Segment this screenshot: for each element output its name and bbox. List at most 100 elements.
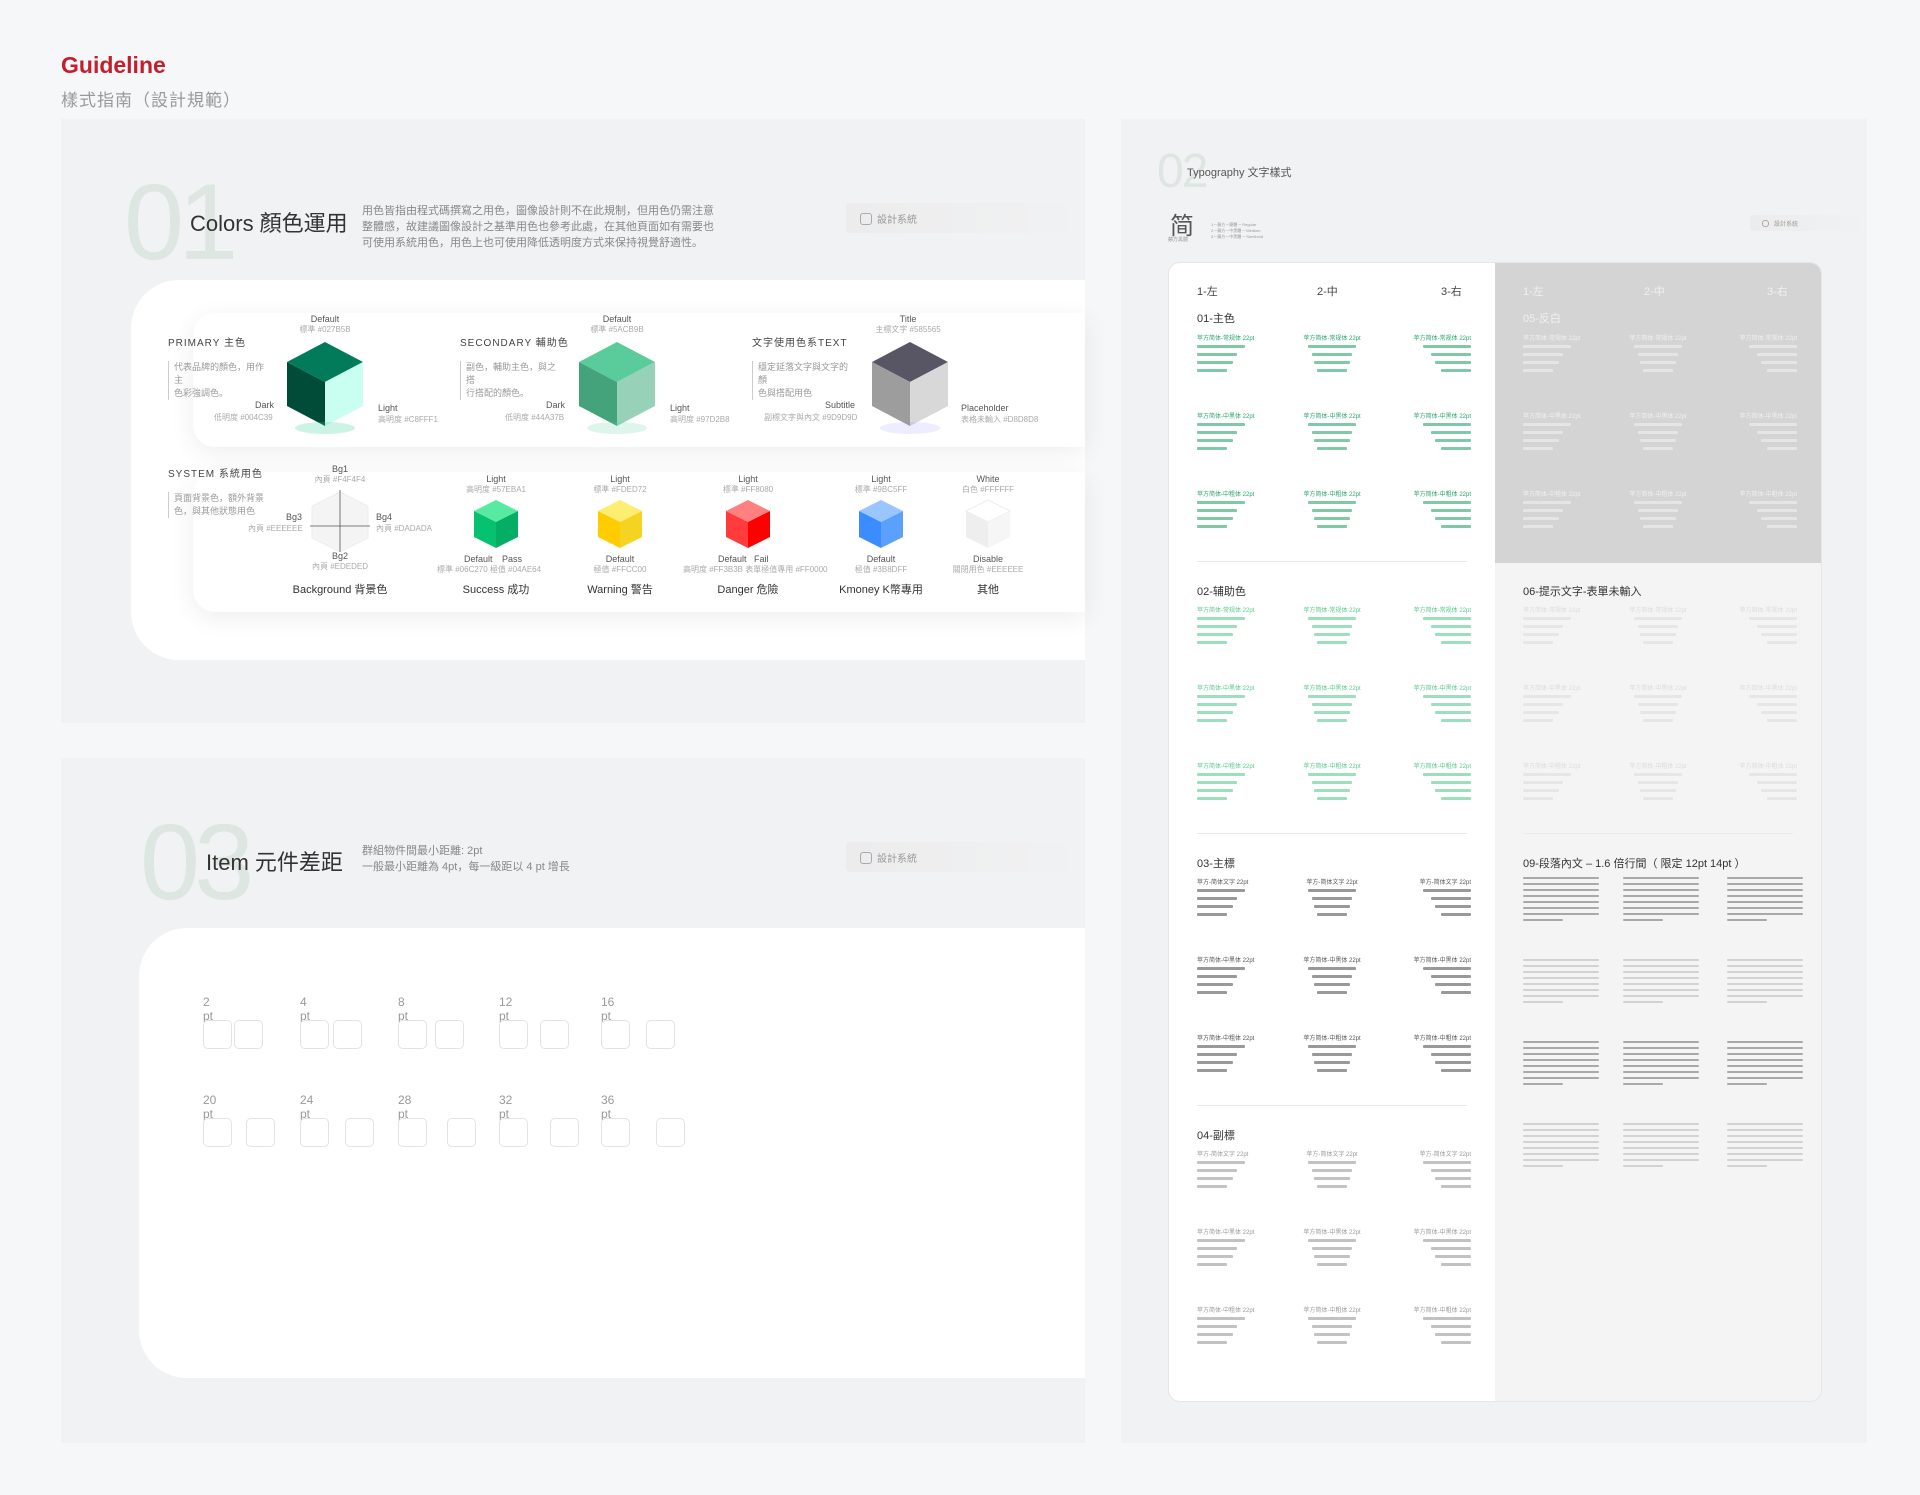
type-sample: 苹方简体-中黑体 22pt — [1197, 411, 1267, 455]
type-sample: 苹方简体-中黑体 22pt — [1297, 411, 1367, 455]
type-sample-line — [1767, 719, 1797, 722]
type-sample-line — [1435, 789, 1471, 792]
success-light-label: Light 高明度 #57EBA1 — [465, 474, 527, 494]
type-sample: 苹方简体-中粗体 22pt — [1197, 1033, 1267, 1077]
paragraph-line — [1727, 1041, 1803, 1043]
type-sample-line — [1523, 633, 1559, 636]
paragraph-line — [1623, 877, 1699, 879]
type-sample-line — [1197, 991, 1227, 994]
type-sample-heading: 苹方-简体文字 22pt — [1419, 880, 1471, 886]
type-sample-line — [1197, 633, 1233, 636]
type-sample: 苹方简体-中黑体 22pt — [1401, 955, 1471, 999]
type-sample-heading: 苹方简体-中粗体 22pt — [1629, 492, 1687, 498]
type-sample-line — [1523, 781, 1563, 784]
paragraph-line — [1623, 1059, 1699, 1061]
type-sample-line — [1314, 711, 1350, 714]
other-white-label: White 白色 #FFFFFF — [962, 474, 1014, 494]
type-sample-line — [1312, 625, 1352, 628]
type-sample: 苹方简体-中黑体 22pt — [1623, 683, 1693, 727]
type-sample-line — [1435, 1061, 1471, 1064]
paragraph-line — [1623, 913, 1699, 915]
type-sample-line — [1749, 345, 1797, 348]
paragraph-line — [1623, 965, 1699, 967]
type-sample-heading: 苹方简体-中粗体 22pt — [1197, 764, 1255, 770]
type-sample-line — [1643, 525, 1673, 528]
type-sample-line — [1757, 509, 1797, 512]
type-sample-line — [1308, 967, 1356, 970]
type-sample-heading: 苹方简体-中黑体 22pt — [1197, 414, 1255, 420]
spacing-label: 16 pt — [601, 995, 615, 1023]
type-sample-line — [1197, 711, 1233, 714]
type-sample-line — [1638, 353, 1678, 356]
spacing-label: 36 pt — [601, 1093, 615, 1121]
type-sample-line — [1308, 1239, 1356, 1242]
type-sample-line — [1197, 975, 1237, 978]
paragraph-line — [1523, 1135, 1599, 1137]
type-sample: 苹方简体-中黑体 22pt — [1197, 683, 1267, 727]
type-sample-heading: 苹方简体-中黑体 22pt — [1303, 414, 1361, 420]
type-sample-heading: 苹方简体-中黑体 22pt — [1197, 686, 1255, 692]
primary-default-label: Default 標準 #027B5B — [299, 314, 351, 334]
type-sample-heading: 苹方简体-中粗体 22pt — [1413, 764, 1471, 770]
divider — [1197, 833, 1467, 834]
type-sample-line — [1435, 361, 1471, 364]
type-sample-line — [1523, 501, 1571, 504]
success-codes: 標準 #06C270 極值 #04AE64 — [437, 565, 542, 574]
type-sample-heading: 苹方简体-中粗体 22pt — [1739, 492, 1797, 498]
spacing-label: 12 pt — [499, 995, 513, 1023]
type-sample-line — [1197, 695, 1245, 698]
bg4-code: 內頁 #DADADA — [376, 524, 433, 533]
type-sample-line — [1308, 773, 1356, 776]
paragraph-line — [1523, 971, 1599, 973]
spacing-box — [435, 1020, 464, 1049]
paragraph-line — [1623, 971, 1699, 973]
type-sample-heading: 苹方简体-中黑体 22pt — [1629, 686, 1687, 692]
type-sample-heading: 苹方简体-常规体 22pt — [1303, 336, 1361, 342]
type-sample-line — [1197, 1169, 1237, 1172]
text-placeholder-label: Placeholder — [961, 403, 1009, 413]
primary-label: PRIMARY 主色 — [168, 338, 246, 349]
type-sample-line — [1423, 695, 1471, 698]
type-sample: 苹方简体-中黑体 22pt — [1297, 955, 1367, 999]
design-system-tag[interactable]: 設計系統 — [1762, 219, 1798, 228]
type-sample-line — [1634, 345, 1682, 348]
type-sample-line — [1197, 345, 1245, 348]
paragraph-line — [1523, 983, 1599, 985]
paragraph-line — [1623, 1047, 1699, 1049]
danger-fail-label: Fail — [754, 554, 769, 564]
type-sample-line — [1431, 1053, 1471, 1056]
type-sample-line — [1423, 1239, 1471, 1242]
bg3-code: 內頁 #EEEEEE — [248, 524, 303, 533]
type-sample-line — [1312, 509, 1352, 512]
primary-description: 代表品牌的顏色，用作主 色彩強調色。 — [168, 361, 268, 400]
paragraph-sample — [1623, 959, 1699, 1007]
design-system-tag[interactable]: 設計系統 — [860, 850, 917, 865]
type-sample-line — [1317, 797, 1347, 800]
type-sample-line — [1312, 781, 1352, 784]
success-title: Success 成功 — [462, 584, 530, 596]
spacing-box — [398, 1118, 427, 1147]
section-title: Item 元件差距 — [206, 850, 343, 875]
hexagon-icon — [860, 212, 872, 225]
type-sample: 苹方简体-中黑体 22pt — [1197, 955, 1267, 999]
type-sample-line — [1308, 423, 1356, 426]
paragraph-line — [1623, 1071, 1699, 1073]
design-system-tag[interactable]: 設計系統 — [860, 211, 917, 226]
type-sample-line — [1523, 439, 1559, 442]
type-sample: 苹方简体-中黑体 22pt — [1727, 683, 1797, 727]
type-sample-line — [1761, 633, 1797, 636]
paragraph-line — [1523, 1141, 1599, 1143]
type-sample-line — [1749, 617, 1797, 620]
type-sample: 苹方简体-常规体 22pt — [1523, 605, 1593, 649]
type-sample-heading: 苹方简体-中黑体 22pt — [1197, 958, 1255, 964]
paragraph-line — [1523, 901, 1599, 903]
bg3-label: Bg3 — [286, 512, 303, 522]
type-sample-heading: 苹方简体-中粗体 22pt — [1413, 492, 1471, 498]
paragraph-line — [1623, 1153, 1699, 1155]
spacing-box — [499, 1118, 528, 1147]
type-sample-line — [1314, 905, 1350, 908]
type-sample: 苹方简体-中黑体 22pt — [1523, 683, 1593, 727]
type-sample-line — [1435, 711, 1471, 714]
type-sample: 苹方-简体文字 22pt — [1297, 1149, 1367, 1193]
type-sample-line — [1314, 1177, 1350, 1180]
